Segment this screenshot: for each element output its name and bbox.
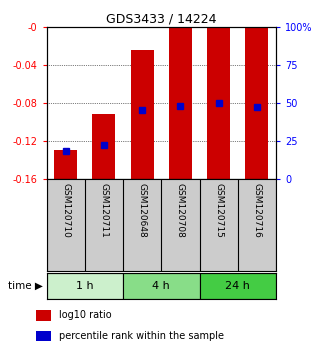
Text: time ▶: time ▶ xyxy=(8,281,43,291)
Text: 4 h: 4 h xyxy=(152,281,170,291)
Bar xyxy=(36,310,51,321)
Text: GSM120711: GSM120711 xyxy=(100,183,108,238)
Text: log10 ratio: log10 ratio xyxy=(59,310,112,320)
Bar xyxy=(47,273,123,299)
Bar xyxy=(200,273,276,299)
Text: 1 h: 1 h xyxy=(76,281,94,291)
Text: GSM120710: GSM120710 xyxy=(61,183,70,238)
Bar xyxy=(169,28,192,179)
Text: GSM120715: GSM120715 xyxy=(214,183,223,238)
Title: GDS3433 / 14224: GDS3433 / 14224 xyxy=(106,12,217,25)
Bar xyxy=(131,50,154,179)
Bar xyxy=(92,114,116,179)
Text: percentile rank within the sample: percentile rank within the sample xyxy=(59,331,224,341)
Text: GSM120716: GSM120716 xyxy=(252,183,261,238)
Bar xyxy=(207,28,230,179)
Bar xyxy=(36,331,51,341)
Bar xyxy=(123,273,200,299)
Text: GSM120708: GSM120708 xyxy=(176,183,185,238)
Text: GSM120648: GSM120648 xyxy=(138,183,147,238)
Bar xyxy=(246,28,268,179)
Bar xyxy=(54,150,77,179)
Text: 24 h: 24 h xyxy=(225,281,250,291)
